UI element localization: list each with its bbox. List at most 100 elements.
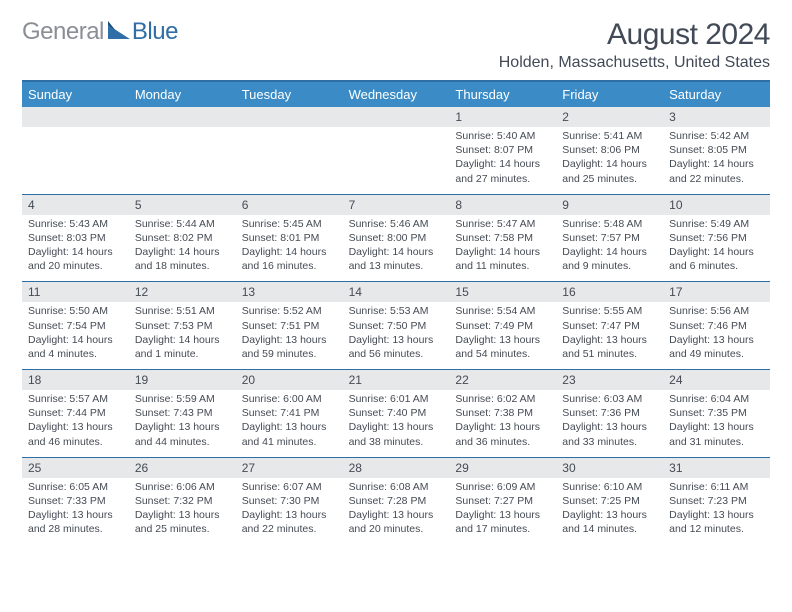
date-number: 29 (449, 458, 556, 478)
sunrise-text: Sunrise: 5:56 AM (669, 304, 764, 318)
day-details: Sunrise: 5:59 AMSunset: 7:43 PMDaylight:… (129, 390, 236, 457)
day-details: Sunrise: 5:46 AMSunset: 8:00 PMDaylight:… (343, 215, 450, 282)
date-number: 27 (236, 458, 343, 478)
sunrise-text: Sunrise: 6:10 AM (562, 480, 657, 494)
daylight1-text: Daylight: 13 hours (349, 420, 444, 434)
daylight2-text: and 20 minutes. (349, 522, 444, 536)
sunset-text: Sunset: 8:00 PM (349, 231, 444, 245)
date-number: 1 (449, 107, 556, 127)
date-number: 20 (236, 370, 343, 390)
date-number: 12 (129, 282, 236, 302)
date-line: 25262728293031 (22, 457, 770, 478)
sunset-text: Sunset: 7:36 PM (562, 406, 657, 420)
daylight1-text: Daylight: 14 hours (455, 157, 550, 171)
daylight1-text: Daylight: 13 hours (349, 508, 444, 522)
daylight1-text: Daylight: 14 hours (28, 333, 123, 347)
sunrise-text: Sunrise: 6:08 AM (349, 480, 444, 494)
date-number: 17 (663, 282, 770, 302)
daylight2-text: and 6 minutes. (669, 259, 764, 273)
day-details: Sunrise: 6:10 AMSunset: 7:25 PMDaylight:… (556, 478, 663, 545)
sunrise-text: Sunrise: 5:54 AM (455, 304, 550, 318)
daylight1-text: Daylight: 13 hours (28, 420, 123, 434)
daylight1-text: Daylight: 13 hours (455, 420, 550, 434)
date-number: 13 (236, 282, 343, 302)
daylight2-text: and 20 minutes. (28, 259, 123, 273)
date-number: 14 (343, 282, 450, 302)
date-line: 11121314151617 (22, 281, 770, 302)
page-header: General Blue August 2024 Holden, Massach… (22, 18, 770, 78)
daylight2-text: and 25 minutes. (562, 172, 657, 186)
week-row: 45678910Sunrise: 5:43 AMSunset: 8:03 PMD… (22, 194, 770, 282)
day-details: Sunrise: 6:00 AMSunset: 7:41 PMDaylight:… (236, 390, 343, 457)
page: General Blue August 2024 Holden, Massach… (0, 0, 792, 544)
details-line: Sunrise: 5:50 AMSunset: 7:54 PMDaylight:… (22, 302, 770, 369)
daylight1-text: Daylight: 14 hours (562, 157, 657, 171)
date-line: 45678910 (22, 194, 770, 215)
sunrise-text: Sunrise: 5:57 AM (28, 392, 123, 406)
sunset-text: Sunset: 7:43 PM (135, 406, 230, 420)
date-number: 10 (663, 195, 770, 215)
brand-blue: Blue (132, 18, 178, 46)
day-details: Sunrise: 6:05 AMSunset: 7:33 PMDaylight:… (22, 478, 129, 545)
sunset-text: Sunset: 8:02 PM (135, 231, 230, 245)
sunrise-text: Sunrise: 5:43 AM (28, 217, 123, 231)
daylight2-text: and 31 minutes. (669, 435, 764, 449)
daylight2-text: and 13 minutes. (349, 259, 444, 273)
daylight1-text: Daylight: 14 hours (455, 245, 550, 259)
date-number: 8 (449, 195, 556, 215)
sunset-text: Sunset: 7:56 PM (669, 231, 764, 245)
sunset-text: Sunset: 7:47 PM (562, 319, 657, 333)
weekday-friday: Friday (556, 82, 663, 107)
day-details: Sunrise: 6:11 AMSunset: 7:23 PMDaylight:… (663, 478, 770, 545)
date-number (22, 107, 129, 127)
sunset-text: Sunset: 7:27 PM (455, 494, 550, 508)
day-details: Sunrise: 5:50 AMSunset: 7:54 PMDaylight:… (22, 302, 129, 369)
day-details: Sunrise: 6:09 AMSunset: 7:27 PMDaylight:… (449, 478, 556, 545)
sunrise-text: Sunrise: 5:45 AM (242, 217, 337, 231)
details-line: Sunrise: 5:43 AMSunset: 8:03 PMDaylight:… (22, 215, 770, 282)
day-details: Sunrise: 5:44 AMSunset: 8:02 PMDaylight:… (129, 215, 236, 282)
day-details: Sunrise: 5:51 AMSunset: 7:53 PMDaylight:… (129, 302, 236, 369)
daylight1-text: Daylight: 13 hours (669, 508, 764, 522)
daylight1-text: Daylight: 13 hours (135, 420, 230, 434)
day-details: Sunrise: 6:02 AMSunset: 7:38 PMDaylight:… (449, 390, 556, 457)
daylight1-text: Daylight: 13 hours (135, 508, 230, 522)
day-details: Sunrise: 5:48 AMSunset: 7:57 PMDaylight:… (556, 215, 663, 282)
sunrise-text: Sunrise: 6:02 AM (455, 392, 550, 406)
day-details: Sunrise: 6:07 AMSunset: 7:30 PMDaylight:… (236, 478, 343, 545)
date-number (236, 107, 343, 127)
date-number: 25 (22, 458, 129, 478)
day-details: Sunrise: 6:04 AMSunset: 7:35 PMDaylight:… (663, 390, 770, 457)
daylight2-text: and 16 minutes. (242, 259, 337, 273)
sunrise-text: Sunrise: 6:04 AM (669, 392, 764, 406)
daylight2-text: and 12 minutes. (669, 522, 764, 536)
day-details: Sunrise: 5:45 AMSunset: 8:01 PMDaylight:… (236, 215, 343, 282)
day-details (22, 127, 129, 194)
sunset-text: Sunset: 7:38 PM (455, 406, 550, 420)
day-details: Sunrise: 5:55 AMSunset: 7:47 PMDaylight:… (556, 302, 663, 369)
month-title: August 2024 (499, 18, 770, 52)
brand-general: General (22, 18, 104, 46)
daylight1-text: Daylight: 14 hours (349, 245, 444, 259)
sunrise-text: Sunrise: 5:48 AM (562, 217, 657, 231)
weekday-tuesday: Tuesday (236, 82, 343, 107)
details-line: Sunrise: 5:57 AMSunset: 7:44 PMDaylight:… (22, 390, 770, 457)
sunset-text: Sunset: 8:06 PM (562, 143, 657, 157)
sunset-text: Sunset: 7:33 PM (28, 494, 123, 508)
details-line: Sunrise: 5:40 AMSunset: 8:07 PMDaylight:… (22, 127, 770, 194)
weeks-container: 123Sunrise: 5:40 AMSunset: 8:07 PMDaylig… (22, 107, 770, 544)
sunset-text: Sunset: 7:28 PM (349, 494, 444, 508)
daylight2-text: and 27 minutes. (455, 172, 550, 186)
sunset-text: Sunset: 7:57 PM (562, 231, 657, 245)
day-details: Sunrise: 5:56 AMSunset: 7:46 PMDaylight:… (663, 302, 770, 369)
details-line: Sunrise: 6:05 AMSunset: 7:33 PMDaylight:… (22, 478, 770, 545)
day-details (343, 127, 450, 194)
sunset-text: Sunset: 7:50 PM (349, 319, 444, 333)
weekday-wednesday: Wednesday (343, 82, 450, 107)
weekday-thursday: Thursday (449, 82, 556, 107)
sunset-text: Sunset: 8:01 PM (242, 231, 337, 245)
sunset-text: Sunset: 7:25 PM (562, 494, 657, 508)
day-details: Sunrise: 5:43 AMSunset: 8:03 PMDaylight:… (22, 215, 129, 282)
day-details: Sunrise: 5:53 AMSunset: 7:50 PMDaylight:… (343, 302, 450, 369)
sunset-text: Sunset: 7:41 PM (242, 406, 337, 420)
